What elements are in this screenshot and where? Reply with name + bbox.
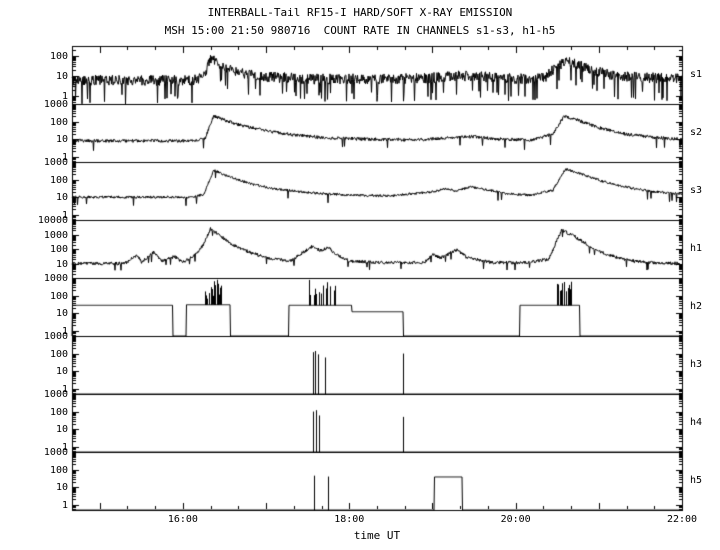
y-tick-label: 10000	[37, 215, 68, 226]
y-tick-label: 100	[49, 464, 68, 476]
y-tick-label: 1000	[43, 389, 68, 400]
y-tick-label: 1	[61, 151, 68, 163]
y-tick-label: 1000	[43, 447, 68, 458]
y-tick-label: 100	[49, 290, 68, 302]
chart-subtitle: MSH 15:00 21:50 980716 COUNT RATE IN CHA…	[164, 24, 556, 37]
y-tick-label: 10	[55, 192, 68, 204]
y-tick-label: 1	[61, 499, 68, 511]
y-tick-label: 1000	[43, 229, 68, 241]
y-tick-label: 1000	[43, 157, 68, 168]
panel-label-h2: h2	[690, 301, 703, 312]
y-tick-label: 1	[61, 325, 68, 337]
y-tick-label: 10	[55, 482, 68, 494]
y-tick-label: 10	[55, 134, 68, 146]
y-tick-label: 10	[55, 424, 68, 436]
y-tick-label: 1000	[43, 331, 68, 342]
x-axis-label: time UT	[353, 529, 401, 542]
panel-label-h5: h5	[690, 475, 703, 486]
y-tick-label: 1	[61, 383, 68, 395]
y-tick-label: 100	[49, 116, 68, 128]
panel-label-h4: h4	[690, 417, 703, 428]
y-tick-label: 10	[55, 70, 68, 82]
y-tick-label: 100	[49, 50, 68, 62]
panel-label-s3: s3	[690, 185, 703, 196]
x-tick-label: 18:00	[334, 514, 365, 525]
y-tick-label: 100	[49, 244, 68, 255]
y-tick-label: 1000	[43, 273, 68, 284]
y-tick-label: 10	[55, 308, 68, 320]
y-tick-label: 1	[61, 90, 68, 102]
chart-title: INTERBALL-Tail RF15-I HARD/SOFT X-RAY EM…	[207, 6, 513, 19]
y-tick-label: 10	[55, 366, 68, 378]
panel-label-s1: s1	[690, 69, 703, 80]
y-tick-label: 100	[49, 406, 68, 418]
x-tick-label: 20:00	[500, 514, 531, 525]
y-tick-label: 100	[49, 348, 68, 360]
panel-label-h3: h3	[690, 359, 703, 370]
y-tick-label: 100	[49, 174, 68, 186]
y-tick-label: 10	[55, 258, 68, 270]
x-tick-label: 16:00	[167, 514, 198, 525]
x-tick-label: 22:00	[666, 514, 698, 525]
y-tick-label: 1	[61, 441, 68, 453]
panel-label-h1: h1	[690, 243, 703, 254]
panel-label-s2: s2	[690, 127, 703, 138]
y-tick-label: 1000	[43, 99, 68, 110]
y-tick-label: 1	[61, 209, 68, 221]
